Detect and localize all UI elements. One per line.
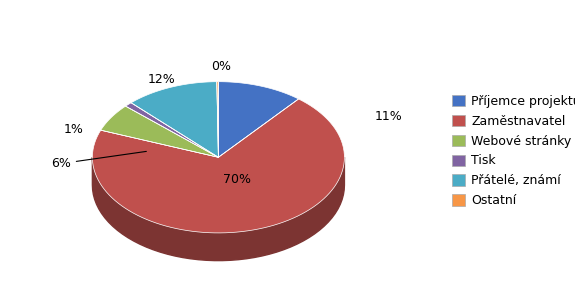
Polygon shape bbox=[131, 82, 218, 157]
Polygon shape bbox=[125, 103, 218, 157]
Text: 1%: 1% bbox=[64, 123, 83, 136]
Text: 0%: 0% bbox=[211, 60, 231, 73]
Text: 70%: 70% bbox=[223, 173, 251, 186]
Polygon shape bbox=[217, 82, 218, 157]
Polygon shape bbox=[218, 82, 298, 157]
Text: 12%: 12% bbox=[148, 73, 175, 86]
Legend: Příjemce projektu, Zaměstnavatel, Webové stránky, Tisk, Přátelé, známí, Ostatní: Příjemce projektu, Zaměstnavatel, Webové… bbox=[447, 90, 575, 212]
Polygon shape bbox=[93, 157, 344, 261]
Text: 11%: 11% bbox=[375, 111, 402, 124]
Polygon shape bbox=[93, 99, 344, 233]
Polygon shape bbox=[101, 106, 218, 157]
Text: 6%: 6% bbox=[51, 151, 147, 170]
